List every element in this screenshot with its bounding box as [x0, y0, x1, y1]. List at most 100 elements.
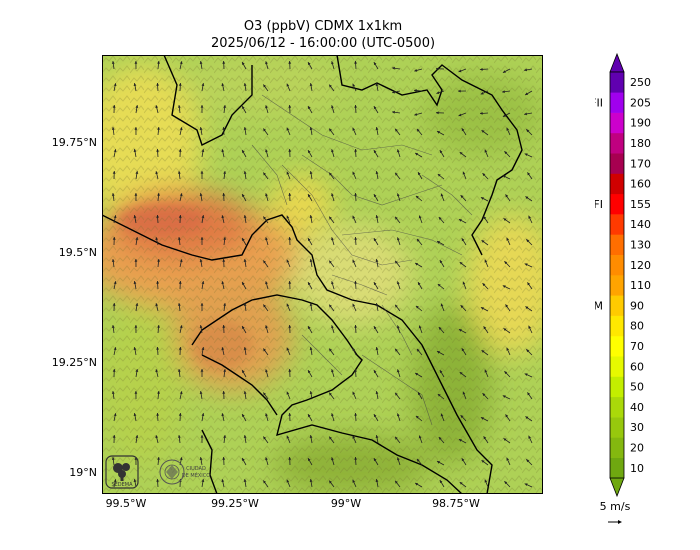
wind-vector-head	[331, 457, 334, 461]
wind-vector-head	[352, 259, 356, 263]
wind-vector-head	[459, 372, 463, 375]
wind-vector-head	[111, 391, 115, 394]
wind-vector-head	[375, 259, 379, 262]
wind-vector-head	[462, 171, 466, 175]
wind-vector-head	[395, 392, 398, 396]
wind-vector-head	[243, 303, 247, 306]
wind-vector-head	[502, 114, 506, 117]
wind-vector-head	[524, 112, 527, 116]
wind-vector-head	[133, 83, 137, 86]
wind-vector-head	[415, 483, 419, 486]
colorbar-frame	[609, 71, 625, 479]
wind-vector-head	[459, 482, 463, 485]
wind-vector-head	[414, 69, 418, 72]
wind-vector-head	[504, 151, 508, 155]
wind-vector-head	[178, 215, 182, 218]
wind-vector-head	[373, 282, 377, 286]
wind-vector-head	[329, 348, 332, 352]
wind-vector-head	[113, 149, 117, 152]
wind-vector-head	[436, 67, 439, 71]
wind-vector-head	[155, 369, 159, 373]
wind-vector-head	[373, 194, 377, 198]
colorbar-segment	[610, 92, 624, 113]
wind-vector-head	[482, 393, 486, 397]
colorbar-level-label: 40	[630, 401, 644, 414]
wind-vector-head	[179, 325, 183, 329]
wind-vector-head	[288, 281, 292, 284]
wind-vector-head	[354, 105, 358, 108]
colorbar-segment	[610, 112, 624, 134]
colorbar-level-label: 60	[630, 360, 644, 373]
wind-vector-head	[354, 325, 358, 328]
y-tick-label: 19.25°N	[51, 356, 97, 369]
wind-vector-head	[459, 262, 463, 265]
colorbar-segment	[610, 173, 624, 195]
wind-vector-head	[481, 460, 485, 463]
wind-vector-head	[331, 193, 334, 197]
wind-vector-head	[375, 479, 379, 482]
wind-vector-head	[352, 171, 356, 175]
wind-vector-head	[308, 150, 311, 154]
wind-vector-head	[375, 127, 379, 130]
wind-vector-head	[329, 436, 332, 440]
wind-vector-head	[156, 149, 160, 152]
colorbar-extend-top	[609, 52, 625, 73]
wind-vector-head	[416, 128, 420, 132]
wind-vector-head	[179, 391, 183, 395]
wind-vector-head	[309, 259, 313, 262]
colorbar-level-label: 250	[630, 76, 651, 89]
wind-vector-head	[415, 415, 419, 419]
wind-vector-head	[460, 305, 464, 308]
wind-vector-head	[503, 438, 507, 441]
wind-vector-head	[525, 416, 529, 420]
wind-vector-head	[265, 325, 268, 329]
colorbar-segment	[610, 417, 624, 438]
wind-vector-head	[265, 193, 268, 197]
wind-vector-head	[503, 328, 507, 331]
wind-vector-head	[526, 459, 530, 463]
wind-vector-head	[502, 175, 506, 178]
wind-vector-head	[484, 149, 488, 153]
wind-vector-head	[308, 238, 311, 242]
wind-vector-head	[481, 350, 485, 353]
wind-vector-head	[156, 215, 160, 218]
wind-vector-head	[329, 260, 332, 264]
wind-vector-head	[329, 304, 332, 308]
wind-vector-head	[459, 152, 463, 155]
wind-vector-head	[199, 259, 203, 262]
wind-vector-head	[392, 110, 395, 114]
wind-vector-head	[223, 435, 227, 438]
wind-vector-head	[397, 413, 400, 417]
wind-vector-head	[157, 193, 160, 196]
wind-vector-head	[309, 347, 313, 350]
wind-vector-head	[502, 70, 506, 73]
wind-vector-head	[242, 282, 245, 285]
wind-vector-head	[222, 61, 226, 64]
colorbar-level-label: 130	[630, 239, 651, 252]
colorbar-segment	[610, 193, 624, 215]
wind-vector-head	[200, 303, 204, 306]
wind-vector-head	[133, 347, 137, 350]
wind-vector-head	[133, 149, 137, 152]
colorbar-segment	[610, 153, 624, 174]
wind-vector-head	[418, 282, 421, 286]
wind-vector-head	[480, 417, 484, 420]
wind-vector-head	[416, 348, 420, 352]
colorbar-level-label: 10	[630, 462, 644, 475]
wind-vector-head	[243, 127, 247, 130]
wind-vector-head	[242, 238, 245, 241]
wind-vector-head	[221, 347, 225, 351]
wind-vector-head	[352, 83, 356, 87]
wind-vector-head	[395, 480, 398, 484]
wind-vector-head	[201, 347, 205, 350]
wind-vector-head	[265, 105, 268, 109]
wind-vector-head	[263, 172, 266, 176]
wind-vector-head	[177, 435, 181, 438]
wind-vector-head	[502, 285, 506, 288]
wind-vector-head	[504, 261, 508, 265]
wind-vector-head	[157, 391, 160, 394]
wind-vector-head	[286, 171, 290, 175]
wind-vector-head	[415, 153, 419, 156]
wind-vector-head	[375, 303, 379, 306]
wind-vector-head	[414, 113, 418, 116]
